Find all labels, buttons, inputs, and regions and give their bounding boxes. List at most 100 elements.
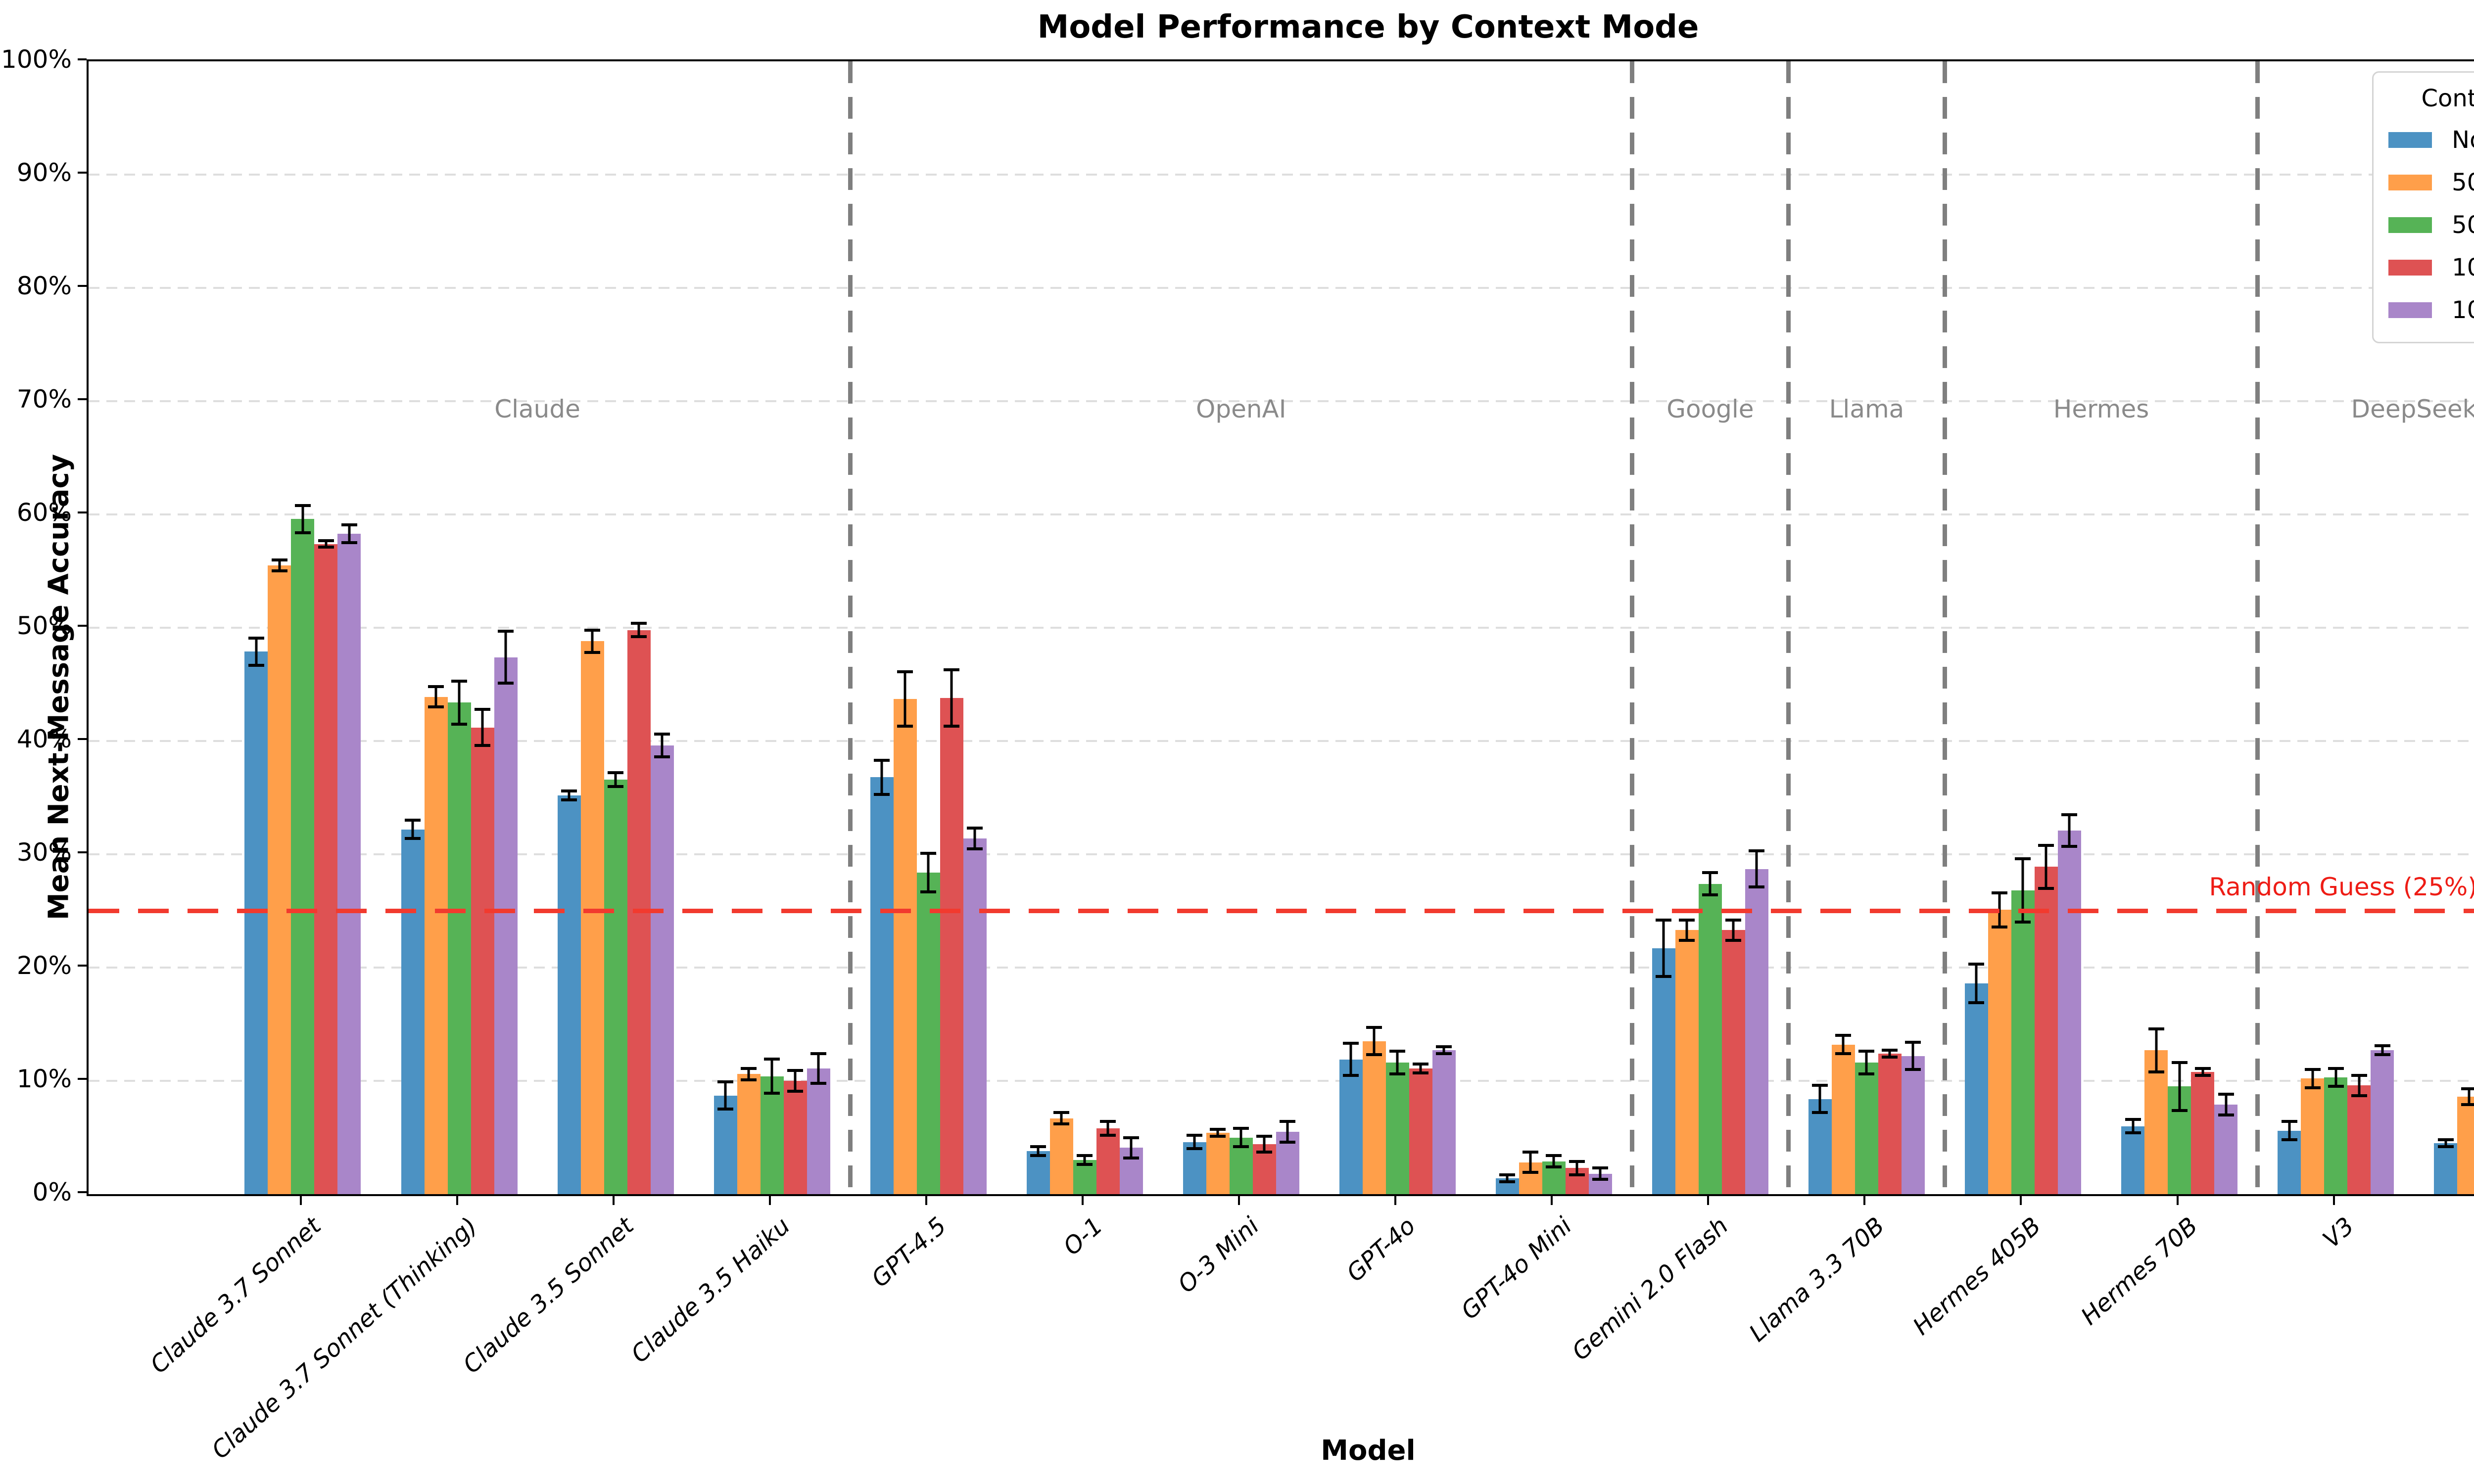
vendor-separator — [2255, 61, 2260, 1194]
y-tick-label: 20% — [16, 951, 72, 980]
error-bar — [2301, 1068, 2324, 1089]
error-bar — [581, 628, 604, 654]
error-bar — [963, 827, 987, 850]
x-tick-mark — [2176, 1196, 2179, 1205]
error-bar — [894, 670, 917, 728]
x-tick-label: GPT-4o Mini — [1456, 1212, 1577, 1325]
bar-no-context — [1808, 1099, 1832, 1194]
bar-100-summary — [963, 838, 987, 1194]
vendor-label-deepseek: DeepSeek — [2351, 395, 2474, 424]
error-bar — [1432, 1045, 1456, 1056]
bar-no-context — [1183, 1142, 1206, 1194]
error-bar — [337, 523, 361, 545]
error-bar — [1589, 1166, 1612, 1181]
x-tick-mark — [769, 1196, 771, 1205]
error-bar — [1073, 1154, 1096, 1166]
bar-100-raw — [2191, 1071, 2215, 1194]
y-tick-label: 30% — [16, 838, 72, 867]
legend-item: 100 Raw — [2388, 254, 2474, 281]
bar-no-context — [870, 777, 894, 1194]
x-tick-mark — [925, 1196, 928, 1205]
bar-50-raw — [1206, 1133, 1230, 1194]
x-axis-title: Model — [1321, 1435, 1416, 1467]
vendor-label-hermes: Hermes — [2053, 395, 2149, 424]
legend-label: 100 Raw — [2452, 254, 2474, 281]
error-bar — [1808, 1084, 1832, 1114]
error-bar — [471, 707, 494, 747]
legend-label: 50 Raw — [2452, 169, 2474, 196]
error-bar — [291, 504, 314, 534]
bar-no-context — [1026, 1151, 1050, 1194]
bar-100-raw — [2347, 1085, 2371, 1194]
bar-100-raw — [1096, 1128, 1120, 1194]
bar-100-summary — [1432, 1050, 1456, 1194]
x-tick-mark — [2020, 1196, 2022, 1205]
vendor-label-google: Google — [1666, 395, 1754, 424]
error-bar — [1206, 1128, 1230, 1138]
bar-no-context — [401, 829, 425, 1194]
error-bar — [1339, 1042, 1363, 1077]
bar-50-summary — [1385, 1063, 1409, 1194]
y-tick-label: 80% — [16, 272, 72, 300]
bar-50-raw — [1675, 930, 1699, 1194]
error-bar — [784, 1069, 807, 1093]
y-tick-label: 10% — [16, 1065, 72, 1093]
bar-100-summary — [2371, 1050, 2394, 1194]
error-bar — [1675, 918, 1699, 942]
legend-swatch — [2388, 132, 2432, 148]
bar-50-summary — [760, 1076, 784, 1194]
bar-100-raw — [314, 544, 338, 1194]
error-bar — [1027, 1145, 1050, 1158]
y-tick-mark — [78, 398, 87, 400]
legend-swatch — [2388, 302, 2432, 318]
y-tick-mark — [78, 625, 87, 627]
bar-50-summary — [1698, 883, 1722, 1194]
error-bar — [2121, 1117, 2144, 1135]
legend-swatch — [2388, 175, 2432, 190]
bar-no-context — [2121, 1126, 2145, 1194]
bar-50-raw — [893, 699, 917, 1194]
gridline — [89, 853, 2474, 855]
gridline — [89, 967, 2474, 969]
bar-100-raw — [940, 697, 963, 1194]
y-tick-mark — [78, 738, 87, 740]
bar-50-raw — [268, 565, 291, 1194]
error-bar — [1386, 1050, 1409, 1076]
x-tick-mark — [1082, 1196, 1084, 1205]
gridline — [89, 287, 2474, 289]
error-bar — [1276, 1120, 1299, 1144]
bar-50-raw — [580, 641, 604, 1194]
error-bar — [2035, 843, 2058, 890]
error-bar — [2434, 1138, 2457, 1148]
bar-100-raw — [471, 727, 494, 1194]
error-bar — [2347, 1073, 2371, 1097]
x-tick-label: O-1 — [1058, 1212, 1108, 1261]
bar-100-summary — [2214, 1105, 2238, 1194]
error-bar — [558, 789, 581, 802]
bar-100-summary — [494, 657, 518, 1194]
y-tick-label: 90% — [16, 158, 72, 187]
y-tick-label: 60% — [16, 498, 72, 527]
error-bar — [2144, 1027, 2168, 1073]
bar-100-summary — [1745, 869, 1768, 1194]
x-tick-mark — [299, 1196, 302, 1205]
random-guess-label: Random Guess (25%) — [2209, 872, 2474, 901]
error-bar — [1542, 1154, 1566, 1169]
error-bar — [2278, 1120, 2301, 1142]
error-bar — [1120, 1136, 1143, 1159]
error-bar — [494, 629, 518, 685]
error-bar — [1230, 1127, 1253, 1148]
error-bar — [268, 558, 291, 573]
bar-100-summary — [1901, 1056, 1925, 1194]
bar-50-raw — [1988, 910, 2011, 1194]
error-bar — [1652, 918, 1675, 978]
error-bar — [917, 851, 940, 893]
bar-50-raw — [2301, 1078, 2325, 1194]
vendor-separator — [1629, 61, 1634, 1194]
legend-item: 50 Summary — [2388, 211, 2474, 239]
bar-50-raw — [2144, 1050, 2168, 1194]
error-bar — [2191, 1067, 2214, 1077]
error-bar — [2457, 1087, 2474, 1107]
error-bar — [1566, 1159, 1589, 1177]
